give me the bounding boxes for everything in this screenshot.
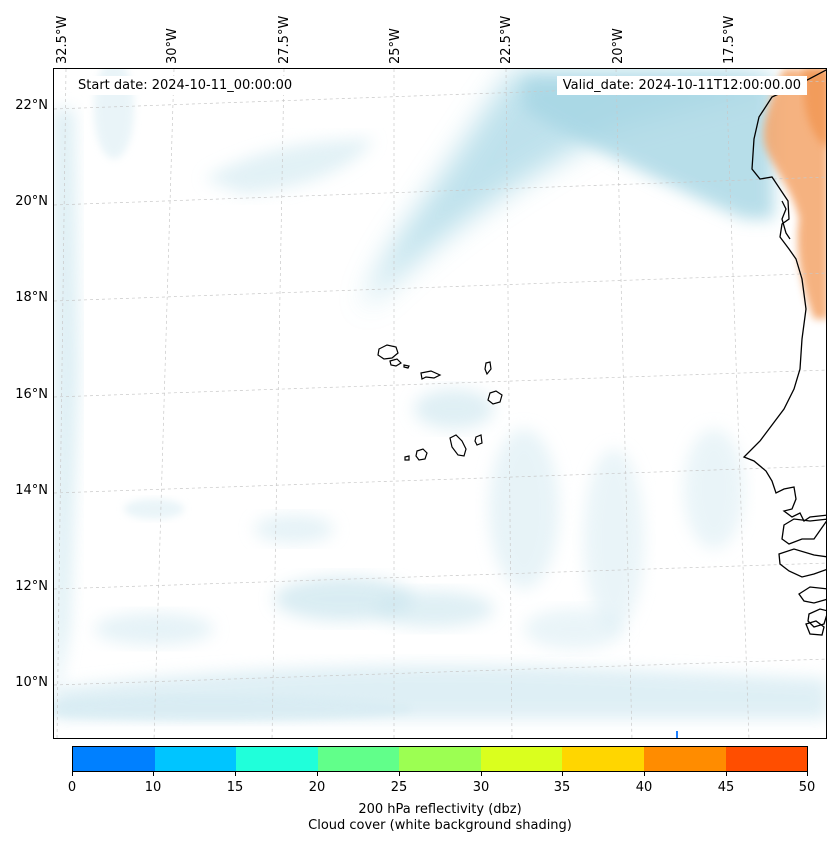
lon-label: 32.5°W: [55, 15, 70, 64]
colorbar-tick: [644, 772, 645, 776]
island-boa-vista: [487, 390, 503, 405]
cloud-northwest: [204, 139, 374, 194]
colorbar-tick-label: 10: [144, 780, 162, 795]
lat-label: 20°N: [15, 194, 48, 209]
island-santo-antao: [377, 344, 399, 360]
colorbar-tick: [481, 772, 482, 776]
cloud-patch: [374, 591, 494, 627]
cloud-patch: [54, 697, 414, 721]
lon-label: 20°W: [611, 28, 626, 64]
lat-label: 12°N: [15, 579, 48, 594]
cloud-patch: [94, 613, 214, 645]
colorbar-tick: [235, 772, 236, 776]
coastline-west-africa: [742, 69, 826, 636]
cloud-patch: [524, 609, 624, 649]
valid-date-label: Valid_date: 2024-10-11T12:00:00.00: [556, 76, 807, 95]
colorbar-tick-label: 30: [472, 780, 490, 795]
island-fogo: [415, 448, 428, 461]
start-date-label: Start date: 2024-10-11_00:00:00: [72, 76, 299, 95]
cloud-cover-shading: [54, 69, 826, 721]
colorbar-segment: [725, 747, 808, 771]
reflectivity-shading: [763, 69, 826, 319]
lat-label: 22°N: [15, 98, 48, 113]
island-santiago: [449, 434, 467, 457]
colorbar-segment: [480, 747, 563, 771]
cloud-patch: [489, 429, 559, 589]
colorbar-tick-label: 20: [308, 780, 326, 795]
colorbar-segment: [399, 747, 481, 771]
map-gridlines: [54, 69, 826, 738]
colorbar-segment: [73, 747, 155, 771]
cape-verde-islands: [377, 344, 503, 461]
island-sao-vicente: [389, 358, 402, 367]
colorbar-tick: [562, 772, 563, 776]
cloud-patch: [414, 389, 494, 429]
colorbar-tick-label: 0: [67, 780, 77, 795]
cloud-patch: [684, 429, 744, 549]
colorbar-tick-label: 35: [553, 780, 571, 795]
lat-label: 14°N: [15, 483, 48, 498]
colorbar: [72, 746, 808, 772]
colorbar-title: 200 hPa reflectivity (dbz): [358, 802, 522, 817]
lon-label: 22.5°W: [499, 15, 514, 64]
lat-label: 18°N: [15, 290, 48, 305]
colorbar-tick: [726, 772, 727, 776]
colorbar-tick-label: 45: [717, 780, 735, 795]
map-canvas: [54, 69, 826, 738]
colorbar-tick: [807, 772, 808, 776]
cloud-band-north-core: [524, 79, 774, 219]
island-sal: [484, 361, 492, 376]
lat-label: 16°N: [15, 387, 48, 402]
island-maio: [474, 434, 483, 446]
colorbar-tick: [153, 772, 154, 776]
colorbar-tick-label: 40: [635, 780, 653, 795]
colorbar-tick-label: 15: [226, 780, 244, 795]
lon-label: 30°W: [165, 28, 180, 64]
colorbar-tick: [399, 772, 400, 776]
lat-label: 10°N: [15, 675, 48, 690]
lon-label: 25°W: [388, 28, 403, 64]
colorbar-tick: [72, 772, 73, 776]
cloud-patch: [124, 499, 184, 519]
colorbar-segment: [154, 747, 237, 771]
colorbar-tick: [317, 772, 318, 776]
colorbar-segment: [643, 747, 726, 771]
reflectivity-patch-core: [804, 69, 826, 148]
colorbar-segment: [562, 747, 644, 771]
lon-label: 27.5°W: [277, 15, 292, 64]
colorbar-segment: [236, 747, 318, 771]
island-sao-nicolau: [420, 370, 442, 380]
cloud-patch: [584, 449, 644, 629]
island-brava: [404, 455, 410, 461]
colorbar-segment: [317, 747, 400, 771]
island-santa-luzia: [403, 364, 410, 369]
cloud-west-edge: [54, 109, 79, 709]
map-panel: [53, 68, 827, 739]
cloud-patch: [254, 515, 334, 543]
reflectivity-patch: [763, 69, 826, 319]
lon-label: 17.5°W: [722, 15, 737, 64]
colorbar-tick-label: 50: [798, 780, 816, 795]
colorbar-subtitle: Cloud cover (white background shading): [308, 818, 572, 833]
colorbar-tick-label: 25: [390, 780, 408, 795]
